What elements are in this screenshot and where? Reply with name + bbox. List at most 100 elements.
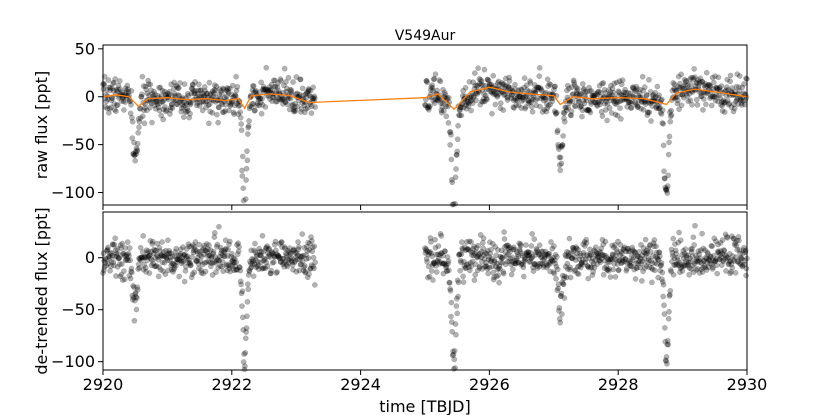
top-data-point bbox=[724, 76, 731, 83]
top-data-point bbox=[508, 95, 515, 102]
bottom-data-point bbox=[648, 257, 654, 264]
bottom-data-point bbox=[602, 238, 609, 245]
top-data-point bbox=[518, 87, 525, 93]
bottom-data-point bbox=[105, 260, 112, 267]
bottom-data-point bbox=[539, 248, 546, 255]
top-data-point bbox=[132, 148, 139, 155]
bottom-data-point bbox=[643, 251, 649, 257]
bottom-data-point bbox=[159, 239, 165, 245]
top-data-point bbox=[700, 96, 707, 102]
top-data-point bbox=[297, 76, 304, 83]
bottom-data-point bbox=[538, 248, 545, 255]
top-data-point bbox=[192, 79, 198, 85]
top-data-point bbox=[298, 109, 304, 115]
bottom-data-point bbox=[703, 255, 710, 262]
top-data-point bbox=[685, 82, 691, 88]
bottom-data-point bbox=[600, 241, 607, 248]
top-data-point bbox=[499, 79, 505, 86]
bottom-data-point bbox=[279, 255, 286, 262]
top-data-point bbox=[233, 87, 240, 94]
top-data-point bbox=[221, 109, 227, 115]
top-data-point bbox=[534, 86, 541, 93]
bottom-data-point bbox=[569, 244, 576, 251]
top-data-point bbox=[552, 110, 559, 116]
bottom-data-point bbox=[724, 234, 731, 241]
bottom-data-point bbox=[725, 261, 732, 268]
top-data-point bbox=[572, 103, 579, 110]
top-data-point bbox=[458, 104, 464, 111]
bottom-data-point bbox=[483, 250, 490, 257]
top-data-point bbox=[259, 102, 266, 108]
bottom-data-point bbox=[522, 256, 529, 262]
top-data-point bbox=[277, 96, 283, 103]
bottom-data-point bbox=[479, 266, 486, 272]
top-data-point bbox=[111, 106, 118, 113]
bottom-data-point bbox=[611, 261, 618, 267]
bottom-data-point bbox=[570, 244, 577, 251]
top-data-point bbox=[472, 82, 479, 89]
bottom-data-point bbox=[172, 248, 179, 255]
bottom-data-point bbox=[472, 261, 479, 268]
bottom-data-point bbox=[142, 254, 149, 261]
top-points bbox=[100, 64, 750, 208]
top-data-point bbox=[553, 111, 559, 117]
bottom-data-point bbox=[510, 244, 517, 251]
bottom-data-point bbox=[278, 258, 284, 265]
bottom-data-point bbox=[124, 239, 131, 245]
bottom-data-point bbox=[487, 258, 494, 264]
top-data-point bbox=[124, 82, 131, 89]
bottom-data-point bbox=[511, 260, 518, 267]
top-data-point bbox=[133, 151, 139, 158]
bottom-data-point bbox=[178, 260, 185, 267]
bottom-data-point bbox=[137, 244, 144, 251]
top-data-point bbox=[225, 90, 232, 96]
top-data-point bbox=[267, 96, 273, 102]
bottom-data-point bbox=[215, 257, 222, 264]
bottom-data-point bbox=[530, 264, 536, 271]
bottom-data-point bbox=[499, 259, 506, 266]
bottom-data-point bbox=[506, 258, 513, 265]
bottom-data-point bbox=[297, 261, 304, 268]
top-data-point bbox=[299, 85, 306, 92]
top-data-point bbox=[608, 110, 615, 116]
top-data-point bbox=[442, 91, 449, 98]
top-data-point bbox=[542, 96, 549, 102]
top-data-point bbox=[113, 87, 120, 93]
top-data-point bbox=[660, 120, 667, 127]
bottom-data-point bbox=[251, 247, 257, 254]
bottom-data-point bbox=[258, 248, 265, 255]
top-data-point bbox=[290, 106, 297, 113]
bottom-data-point bbox=[480, 235, 487, 242]
top-data-point bbox=[531, 87, 538, 94]
bottom-data-point bbox=[128, 265, 135, 272]
bottom-data-point bbox=[309, 248, 316, 255]
top-data-point bbox=[675, 73, 682, 80]
top-data-point bbox=[185, 107, 191, 114]
bottom-data-point bbox=[443, 264, 449, 271]
top-data-point bbox=[232, 102, 238, 109]
bottom-data-point bbox=[540, 264, 547, 270]
bottom-data-point bbox=[553, 263, 560, 270]
top-data-point bbox=[727, 72, 734, 79]
bottom-data-point bbox=[574, 270, 581, 277]
top-data-point bbox=[494, 93, 501, 100]
bottom-data-point bbox=[140, 266, 147, 273]
bottom-data-point bbox=[677, 265, 684, 272]
top-data-point bbox=[211, 87, 218, 93]
bottom-data-point bbox=[161, 253, 167, 259]
bottom-data-point bbox=[594, 252, 601, 259]
bottom-data-point bbox=[187, 262, 194, 269]
bottom-data-point bbox=[585, 264, 592, 271]
top-data-point bbox=[672, 94, 679, 101]
bottom-data-point bbox=[719, 237, 726, 243]
bottom-data-point bbox=[740, 250, 746, 257]
bottom-data-point bbox=[293, 254, 299, 260]
bottom-data-point bbox=[223, 245, 229, 252]
bottom-data-point bbox=[564, 260, 571, 267]
bottom-data-point bbox=[573, 245, 580, 252]
bottom-data-point bbox=[483, 259, 489, 266]
top-data-point bbox=[557, 167, 564, 174]
bottom-data-point bbox=[268, 267, 275, 274]
top-data-point bbox=[234, 83, 241, 90]
bottom-data-point bbox=[431, 259, 438, 265]
